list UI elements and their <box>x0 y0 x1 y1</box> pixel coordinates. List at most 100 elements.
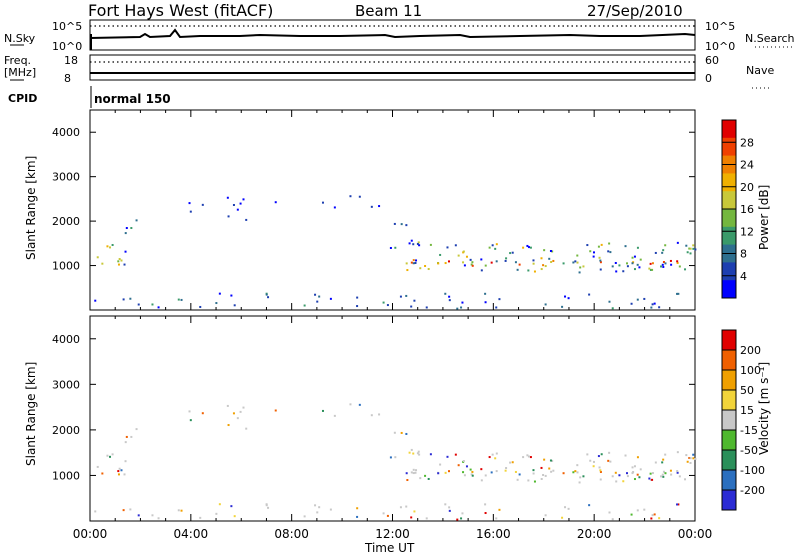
velocity-cell <box>618 474 621 477</box>
power-cell <box>484 301 487 304</box>
velocity-cell <box>117 470 120 473</box>
power-cell <box>124 232 127 235</box>
ytick-label: 3000 <box>52 378 80 391</box>
velocity-cell <box>648 477 651 480</box>
power-cell <box>405 224 408 227</box>
power-cell <box>413 299 416 302</box>
velocity-cell <box>460 517 463 520</box>
velocity-cell <box>101 472 104 475</box>
velocity-cell <box>533 480 536 483</box>
velocity-cell <box>406 479 409 482</box>
velocity-cell <box>589 459 592 462</box>
velocity-cell <box>592 460 595 463</box>
power-cell <box>609 251 612 254</box>
velocity-cell <box>135 428 138 431</box>
power-ylabel: Slant Range [km] <box>24 156 38 260</box>
power-cell <box>631 262 634 265</box>
velocity-cell <box>676 503 679 506</box>
nave-tick-high: 60 <box>705 54 719 67</box>
velocity-cell <box>692 453 695 456</box>
velocity-cell <box>226 404 229 407</box>
velocity-cell <box>129 508 132 511</box>
power-cell <box>494 247 497 250</box>
velocity-cell <box>677 503 680 506</box>
power-cell <box>370 205 373 208</box>
velocity-cell <box>393 431 396 434</box>
power-cell <box>567 297 570 300</box>
velocity-cell <box>599 470 602 473</box>
velocity-cell <box>692 457 695 460</box>
velocity-cell <box>631 466 634 469</box>
power-cell <box>408 242 411 245</box>
velocity-cell <box>632 471 635 474</box>
power-cell <box>632 261 635 264</box>
freq-label-2: [MHz] <box>4 66 36 79</box>
colorbar-tick-label: 24 <box>740 159 754 172</box>
power-cell <box>670 263 673 266</box>
power-cell <box>676 241 679 244</box>
power-cell <box>509 252 512 255</box>
velocity-cell <box>576 471 579 474</box>
power-cell <box>544 265 547 268</box>
velocity-cell <box>622 480 625 483</box>
velocity-cell <box>471 474 474 477</box>
colorbar-tick-label: 16 <box>740 203 754 216</box>
velocity-cell <box>462 460 465 463</box>
velocity-cell <box>491 453 494 456</box>
power-cell <box>638 266 641 269</box>
velocity-colorbar: 200 100 50 15 -15 -50 -100 -200 <box>721 329 765 511</box>
nsky-strip: N.Sky 10^5 10^0 10^5 10^0 N.Search <box>4 19 795 53</box>
power-cell <box>314 293 317 296</box>
power-cell <box>526 244 529 247</box>
velocity-cell <box>123 473 126 476</box>
power-cell <box>624 245 627 248</box>
velocity-cell <box>410 516 413 519</box>
power-cell <box>333 206 336 209</box>
cpid-label: CPID <box>8 92 37 105</box>
velocity-cell <box>462 471 465 474</box>
power-cell <box>651 268 654 271</box>
power-cell <box>454 244 457 247</box>
velocity-cell <box>562 472 565 475</box>
colorbar-segment <box>722 470 736 491</box>
xtick-label: 20:00 <box>577 527 612 541</box>
power-cell <box>239 202 242 205</box>
velocity-cell <box>661 473 664 476</box>
power-cell <box>120 259 123 262</box>
velocity-cell <box>567 507 570 510</box>
velocity-cell <box>599 478 602 481</box>
velocity-cell <box>356 515 359 518</box>
velocity-cell <box>664 453 667 456</box>
power-cell <box>393 222 396 225</box>
velocity-cell <box>122 509 125 512</box>
power-cell <box>615 270 618 273</box>
velocity-cell <box>609 460 612 463</box>
velocity-cell <box>484 503 487 506</box>
xtick-label: 08:00 <box>274 527 309 541</box>
power-cell <box>551 250 554 253</box>
velocity-cell <box>661 461 664 464</box>
power-cell <box>562 262 565 265</box>
power-cell <box>643 297 646 300</box>
velocity-cell <box>157 517 160 520</box>
power-cell <box>480 258 483 261</box>
power-cell <box>406 269 409 272</box>
power-cell <box>188 202 191 205</box>
velocity-cell <box>654 461 657 464</box>
power-cell <box>400 223 403 226</box>
velocity-cell <box>177 509 180 512</box>
power-cell <box>399 295 402 298</box>
velocity-cell <box>676 451 679 454</box>
power-cell <box>233 304 236 307</box>
power-cell <box>688 247 691 250</box>
velocity-cell <box>349 403 352 406</box>
colorbar-segment <box>722 390 736 411</box>
power-cell <box>135 219 138 222</box>
power-cell <box>484 292 487 295</box>
power-cell <box>242 198 245 201</box>
velocity-cell <box>94 510 97 513</box>
power-cell <box>540 257 543 260</box>
power-cell <box>689 247 692 250</box>
velocity-cell <box>465 465 468 468</box>
velocity-cell <box>542 474 545 477</box>
